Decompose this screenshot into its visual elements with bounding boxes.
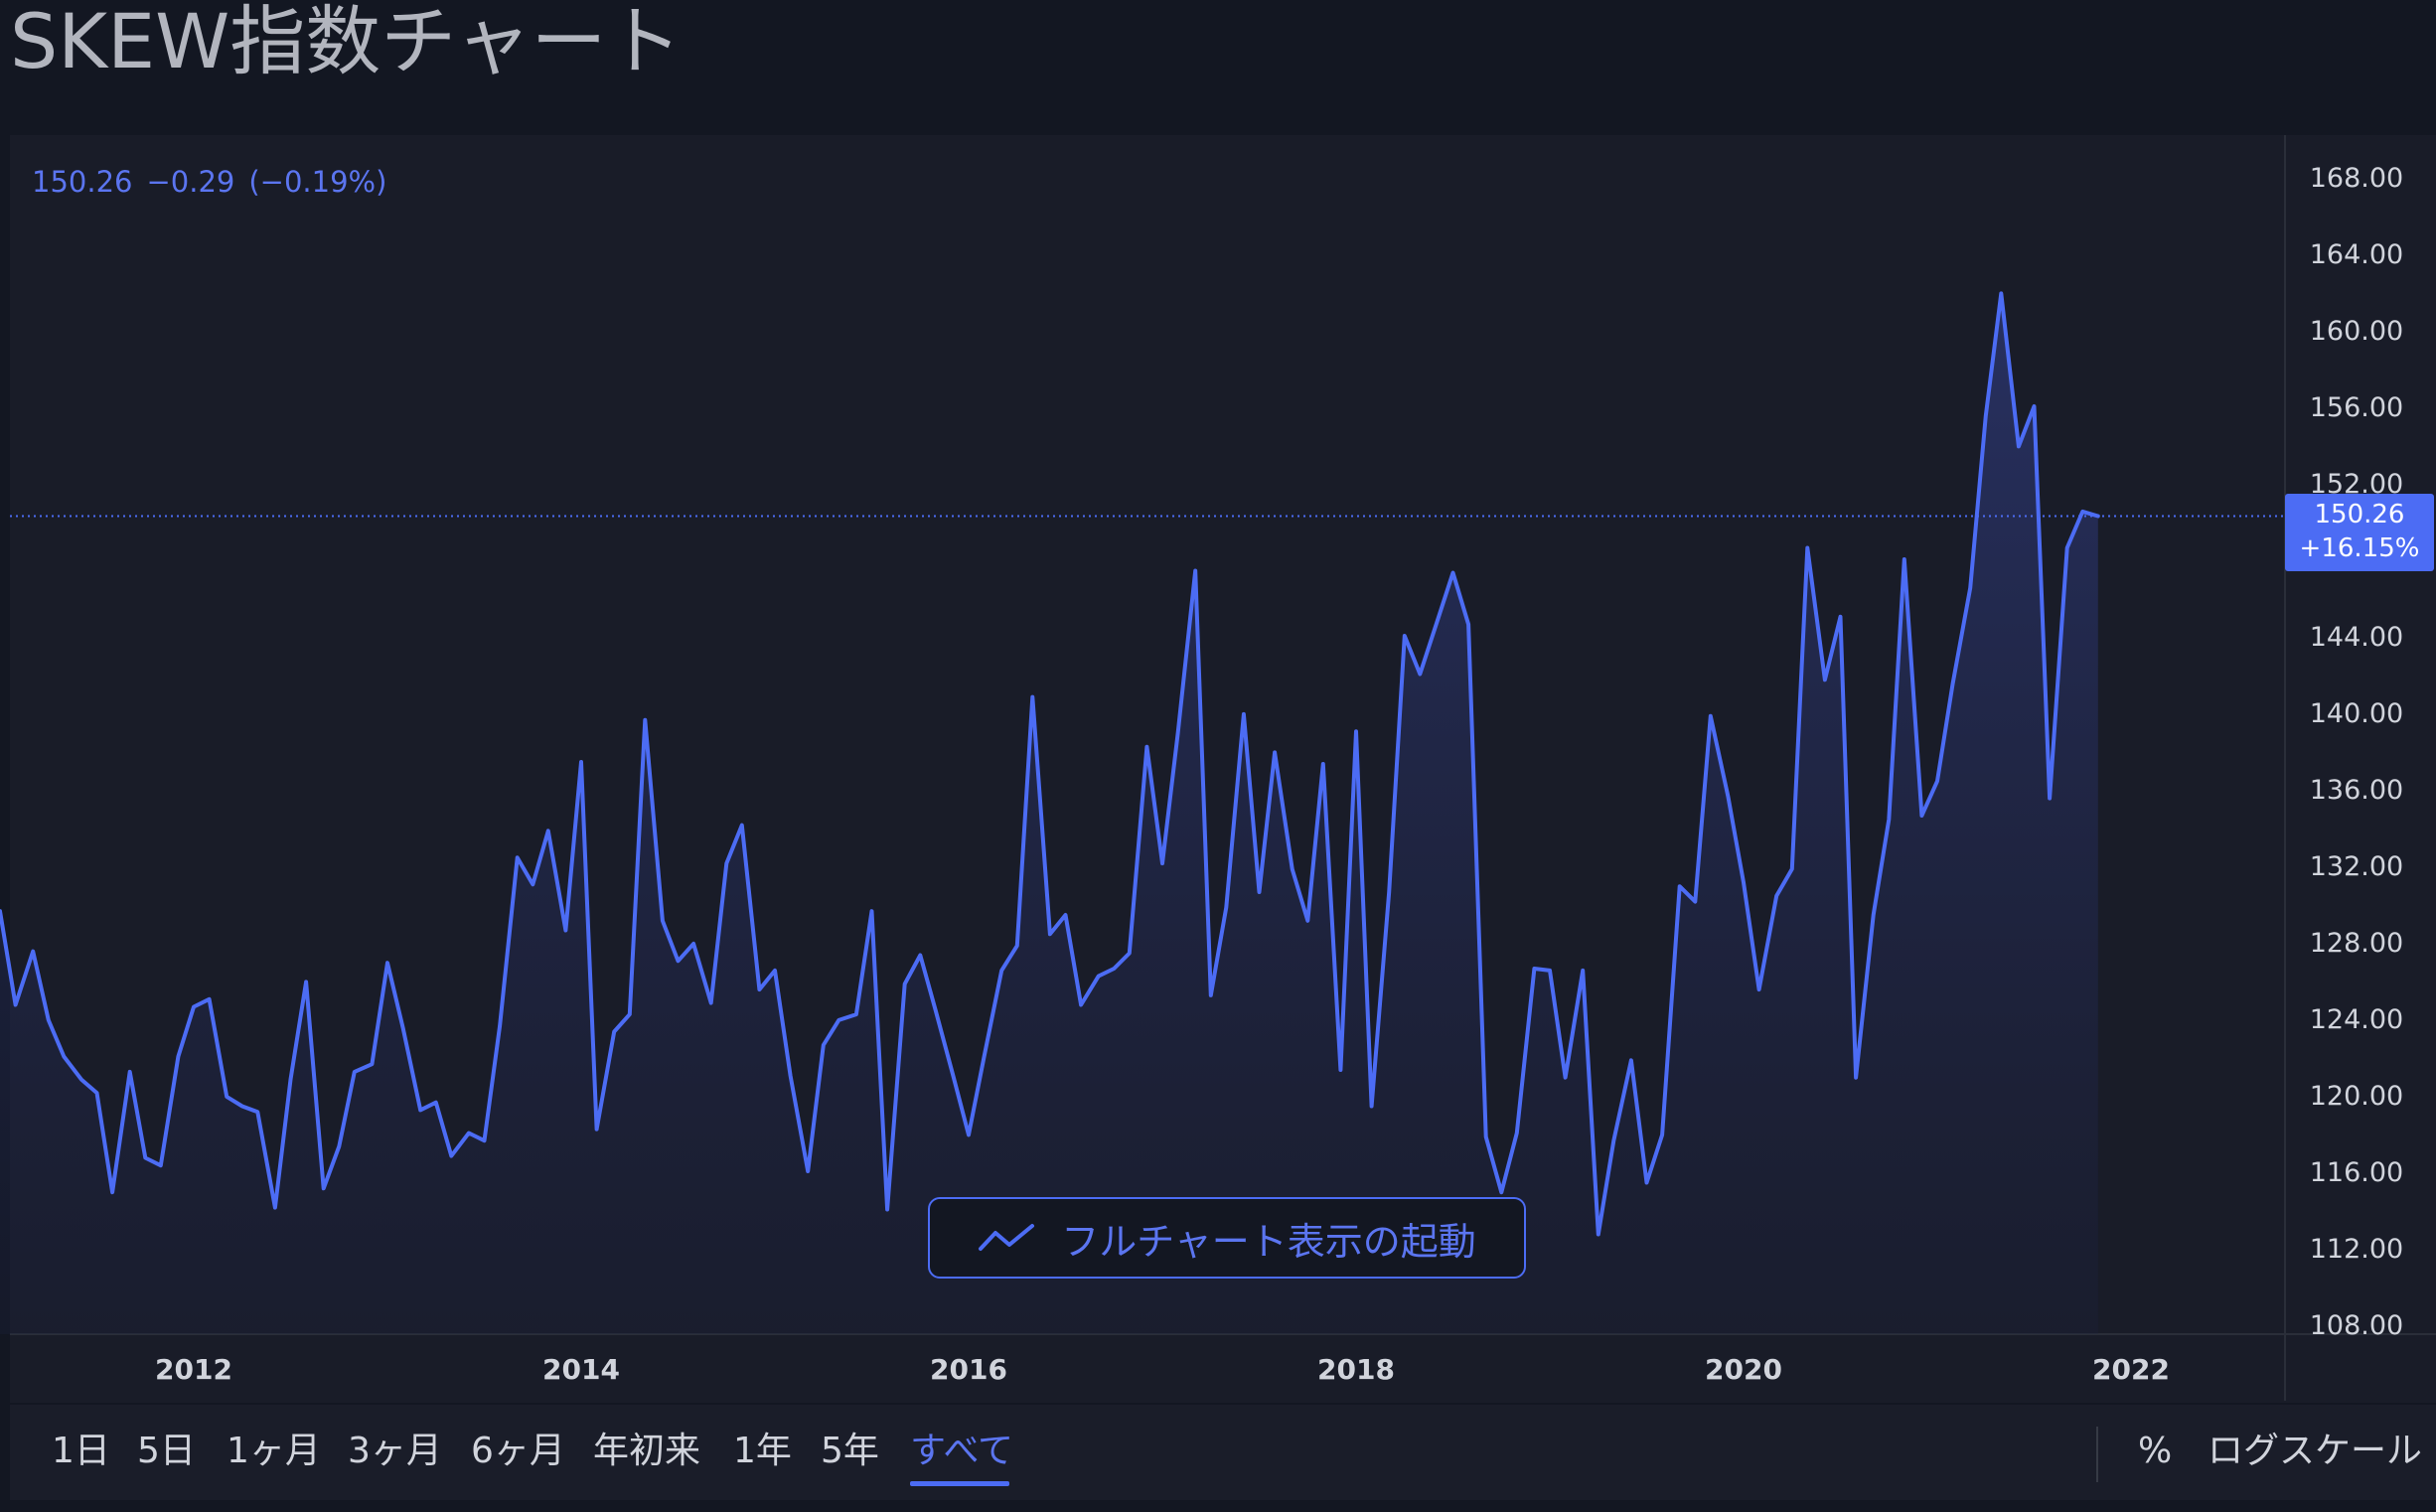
x-tick-label: 2012 (155, 1353, 232, 1386)
legend-change-percent: (−0.19%) (248, 165, 387, 199)
y-tick-label: 160.00 (2310, 316, 2403, 347)
y-tick-label: 136.00 (2310, 775, 2403, 806)
range-button-3m[interactable]: 3ヶ月 (348, 1431, 442, 1471)
y-tick-label: 168.00 (2310, 163, 2403, 194)
percent-scale-button[interactable]: % (2138, 1431, 2173, 1471)
log-scale-button[interactable]: ログスケール (2208, 1431, 2423, 1471)
y-tick-label: 116.00 (2310, 1157, 2403, 1188)
x-tick-label: 2014 (542, 1353, 620, 1386)
x-tick-label: 2016 (930, 1353, 1007, 1386)
last-price-badge: 150.26 +16.15% (2285, 494, 2434, 571)
y-tick-label: 124.00 (2310, 1004, 2403, 1035)
launch-full-chart-button[interactable]: フルチャート表示の起動 (928, 1197, 1526, 1279)
y-tick-label: 120.00 (2310, 1081, 2403, 1112)
range-button-5y[interactable]: 5年 (821, 1431, 879, 1471)
range-button-5d[interactable]: 5日 (137, 1431, 196, 1471)
x-tick-label: 2018 (1317, 1353, 1395, 1386)
range-button-ytd[interactable]: 年初来 (593, 1431, 701, 1471)
y-tick-label: 128.00 (2310, 928, 2403, 959)
y-tick-label: 144.00 (2310, 622, 2403, 653)
range-button-1m[interactable]: 1ヶ月 (227, 1431, 321, 1471)
y-tick-label: 112.00 (2310, 1234, 2403, 1265)
page-title: SKEW指数チャート (10, 0, 683, 85)
x-tick-label: 2022 (2092, 1353, 2170, 1386)
range-button-1d[interactable]: 1日 (52, 1431, 110, 1471)
series-area-fill (0, 293, 2098, 1334)
bottom-toolbar (10, 1405, 2436, 1500)
line-chart-icon (979, 1224, 1035, 1251)
toolbar-divider (2096, 1427, 2098, 1482)
range-button-6m[interactable]: 6ヶ月 (471, 1431, 565, 1471)
x-tick-label: 2020 (1705, 1353, 1782, 1386)
y-tick-label: 164.00 (2310, 239, 2403, 270)
last-price-value: 150.26 (2314, 500, 2405, 529)
y-tick-label: 140.00 (2310, 698, 2403, 729)
range-button-all[interactable]: すべて (910, 1431, 1014, 1471)
range-button-1y[interactable]: 1年 (733, 1431, 792, 1471)
active-range-indicator (910, 1481, 1009, 1486)
launch-full-chart-label: フルチャート表示の起動 (1061, 1219, 1476, 1264)
y-tick-label: 132.00 (2310, 851, 2403, 882)
series-line[interactable] (0, 291, 2100, 1237)
y-tick-label: 108.00 (2310, 1310, 2403, 1341)
y-tick-label: 156.00 (2310, 392, 2403, 423)
last-price-percent: +16.15% (2299, 533, 2420, 563)
legend-change: −0.29 (146, 165, 235, 199)
price-legend: 150.26 −0.29 (−0.19%) (32, 162, 386, 202)
legend-last-value: 150.26 (32, 165, 133, 199)
